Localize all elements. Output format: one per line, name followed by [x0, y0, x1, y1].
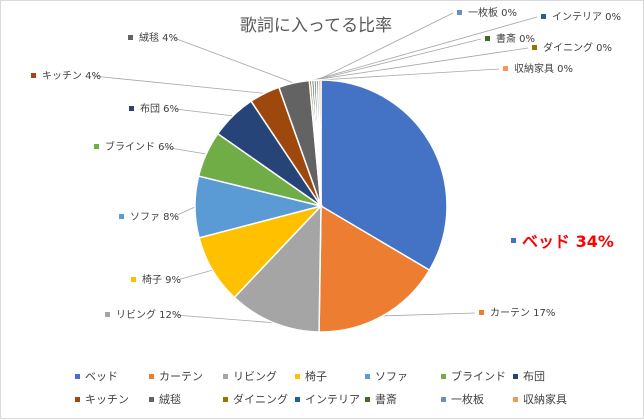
slice-13-leader-line — [317, 12, 454, 81]
slice-2-legend-label: カーテン — [159, 370, 203, 383]
slice-14-label: 収納家具 0% — [514, 62, 573, 75]
slice-4-label: 椅子 9% — [142, 273, 181, 286]
slice-13-label-marker — [457, 10, 462, 15]
slice-2-wedge — [318, 204, 431, 333]
slice-5-legend-swatch — [365, 374, 370, 379]
slice-1-wedge — [320, 79, 448, 272]
chart-title: 歌詞に入ってる比率 — [240, 16, 392, 36]
slice-13-legend-label: 一枚板 — [451, 392, 484, 406]
slice-14-leader-line — [319, 68, 500, 81]
slice-6-label-marker — [94, 144, 99, 149]
slice-9-legend-label: 絨毯 — [159, 392, 181, 406]
slice-8-label-marker — [31, 73, 36, 78]
slice-1-legend-swatch — [75, 374, 80, 379]
slice-3-legend-swatch — [223, 374, 228, 379]
leader-lines — [92, 12, 538, 324]
slice-3-label: リビング 12% — [116, 308, 181, 321]
slice-4-label-marker — [131, 277, 136, 282]
slice-11-legend-swatch — [295, 397, 300, 402]
slice-7-legend-label: 布団 — [523, 370, 545, 383]
slice-12-label-marker — [485, 36, 490, 41]
slice-14-legend-label: 収納家具 — [523, 392, 567, 406]
slice-14-label-marker — [503, 66, 508, 71]
slice-7-label-marker — [129, 106, 134, 111]
slice-5-label: ソファ 8% — [130, 212, 179, 223]
slice-3-wedge — [233, 204, 322, 333]
slice-9-legend-swatch — [149, 397, 154, 402]
slice-13-label: 一枚板 0% — [468, 6, 517, 19]
slice-5-label-marker — [119, 214, 124, 219]
slice-5-leader-line — [172, 206, 196, 218]
slice-10-label: ダイニング 0% — [543, 41, 612, 54]
slice-12-legend-swatch — [365, 397, 370, 402]
slice-6-legend-swatch — [441, 374, 446, 379]
slice-7-leader-line — [174, 108, 233, 117]
slice-1-label: ベッド 34% — [522, 232, 614, 251]
slice-12-label: 書斎 0% — [496, 32, 535, 45]
slice-3-label-marker — [105, 312, 110, 317]
slice-4-legend-label: 椅子 — [305, 369, 327, 383]
slice-2-label-marker — [479, 310, 484, 315]
slice-10-legend-swatch — [223, 397, 228, 402]
slice-6-leader-line — [163, 146, 207, 155]
slice-11-label: インテリア 0% — [552, 12, 621, 23]
slice-14-wedge — [317, 79, 322, 207]
slice-9-label-marker — [128, 35, 133, 40]
slice-8-leader-line — [92, 75, 265, 94]
slice-12-legend-label: 書斎 — [375, 392, 397, 406]
slice-2-legend-swatch — [149, 374, 154, 379]
slice-9-label: 絨毯 4% — [139, 31, 178, 44]
slice-10-label-marker — [532, 45, 537, 50]
slice-6-label: ブラインド 6% — [105, 140, 174, 153]
slice-9-leader-line — [173, 37, 295, 84]
pie-slices — [194, 79, 448, 333]
slice-14-legend-swatch — [513, 397, 518, 402]
slice-3-leader-line — [174, 314, 274, 324]
slice-11-label-marker — [541, 14, 546, 19]
slice-8-legend-label: キッチン — [85, 393, 129, 406]
slice-1-label-marker — [511, 238, 516, 243]
slice-11-legend-label: インテリア — [305, 393, 360, 406]
slice-13-legend-swatch — [441, 397, 446, 402]
slice-4-leader-line — [176, 269, 213, 281]
slice-2-label: カーテン 17% — [490, 307, 555, 319]
data-labels: ベッド 34% カーテン 17% リビング 12% 椅子 9% ソファ 8% ブラインド … — [31, 6, 621, 321]
slice-10-leader-line — [310, 47, 529, 81]
slice-1-legend-label: ベッド — [85, 370, 118, 383]
slice-5-legend-label: ソファ — [375, 370, 408, 383]
slice-4-legend-swatch — [295, 374, 300, 379]
slice-8-legend-swatch — [75, 397, 80, 402]
slice-12-leader-line — [315, 38, 482, 81]
slice-6-legend-label: ブラインド — [451, 369, 506, 383]
slice-7-label: 布団 6% — [140, 103, 179, 115]
slice-3-legend-label: リビング — [233, 369, 277, 383]
slice-8-label: キッチン 4% — [42, 70, 101, 82]
slice-2-leader-line — [382, 312, 476, 317]
slice-7-legend-swatch — [513, 374, 518, 379]
slice-10-legend-label: ダイニング — [233, 392, 288, 406]
slice-11-leader-line — [312, 16, 538, 81]
